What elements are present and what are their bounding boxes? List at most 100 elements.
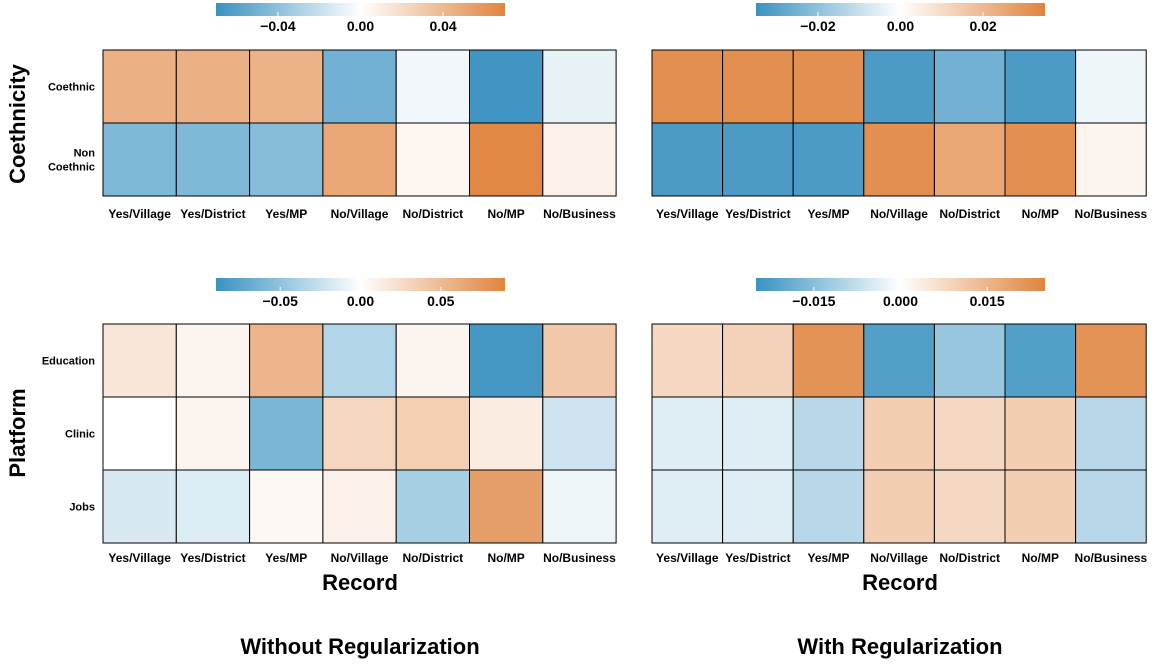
heatmap-cell xyxy=(651,49,724,124)
x-tick-label: Yes/District xyxy=(180,207,245,221)
colorbar-tick-label: 0.00 xyxy=(887,18,914,34)
heatmap-cell xyxy=(322,469,397,544)
colorbar-tick-label: −0.02 xyxy=(800,18,836,34)
x-tick-label: Yes/Village xyxy=(108,207,171,221)
heatmap-panel: −0.02 0.00 0.02 Yes/Village Yes/District Yes/… xyxy=(651,3,1148,221)
heatmap-cell xyxy=(651,469,724,544)
y-tick-label: Education xyxy=(42,356,95,368)
heatmap-cells xyxy=(651,49,1147,197)
heatmap-cell xyxy=(863,122,935,197)
heatmap-cell xyxy=(469,469,544,544)
heatmap-cell xyxy=(651,323,724,398)
heatmap-cell xyxy=(722,122,794,197)
heatmap-cell xyxy=(933,396,1006,471)
colorbar-gradient xyxy=(216,3,505,16)
row-label-coethnicity: Coethnicity xyxy=(5,63,30,184)
heatmap-cell xyxy=(1004,122,1077,197)
heatmap-cell xyxy=(863,469,935,544)
y-tick-label: Clinic xyxy=(65,429,95,441)
row-label-platform: Platform xyxy=(5,388,30,477)
heatmap-cell xyxy=(175,396,251,471)
heatmap-cell xyxy=(933,323,1006,398)
colorbar: −0.02 0.00 0.02 xyxy=(756,3,1045,34)
heatmap-cell xyxy=(722,469,794,544)
heatmap-cell xyxy=(933,469,1006,544)
colorbar-tick-label: 0.05 xyxy=(427,293,454,309)
heatmap-cell xyxy=(1004,469,1077,544)
heatmap-cell xyxy=(249,469,324,544)
heatmap-cell xyxy=(722,323,794,398)
column-title-left: Without Regularization xyxy=(240,634,479,659)
heatmap-cell xyxy=(792,396,865,471)
heatmap-cell xyxy=(102,49,177,124)
heatmap-cell xyxy=(102,469,177,544)
heatmap-cells xyxy=(102,49,617,197)
y-tick-label: Jobs xyxy=(69,502,95,514)
heatmap-cells xyxy=(102,323,617,544)
colorbar-tick-label: 0.00 xyxy=(347,18,374,34)
heatmap-cell xyxy=(542,122,617,197)
colorbar-tick-label: −0.05 xyxy=(263,293,299,309)
heatmap-cell xyxy=(395,122,471,197)
colorbar-tick-label: 0.00 xyxy=(347,293,374,309)
heatmap-cell xyxy=(933,122,1006,197)
x-tick-label: No/MP xyxy=(487,207,524,221)
x-tick-label: No/Village xyxy=(331,207,389,221)
x-tick-label: No/District xyxy=(403,551,464,565)
heatmap-cells xyxy=(651,323,1147,544)
heatmap-cell xyxy=(395,49,471,124)
heatmap-cell xyxy=(792,122,865,197)
heatmap-panel: −0.05 0.00 0.05 Education Clinic Jobs Yes/Vill… xyxy=(42,278,617,565)
heatmap-cell xyxy=(1075,122,1147,197)
heatmap-cell xyxy=(1004,49,1077,124)
heatmap-cell xyxy=(322,323,397,398)
x-axis-title-left: Record xyxy=(322,570,398,595)
heatmap-cell xyxy=(542,396,617,471)
heatmap-cell xyxy=(651,396,724,471)
colorbar-gradient xyxy=(756,3,1045,16)
heatmap-cell xyxy=(249,323,324,398)
heatmap-cell xyxy=(395,396,471,471)
heatmap-cell xyxy=(542,469,617,544)
heatmap-cell xyxy=(249,396,324,471)
heatmap-cell xyxy=(469,396,544,471)
x-tick-label: Yes/Village xyxy=(108,551,171,565)
heatmap-cell xyxy=(722,49,794,124)
heatmap-cell xyxy=(175,49,251,124)
heatmap-cell xyxy=(175,122,251,197)
x-tick-label: Yes/Village xyxy=(656,207,719,221)
heatmap-cell xyxy=(933,49,1006,124)
heatmap-cell xyxy=(249,49,324,124)
heatmap-cell xyxy=(322,396,397,471)
heatmap-cell xyxy=(542,323,617,398)
heatmap-cell xyxy=(102,396,177,471)
heatmap-cell xyxy=(175,469,251,544)
heatmap-cell xyxy=(469,49,544,124)
x-tick-label: No/Village xyxy=(870,551,928,565)
heatmap-cell xyxy=(469,323,544,398)
heatmap-panel: −0.04 0.00 0.04 Coethnic Non Coethnic Yes/Vill… xyxy=(48,3,617,221)
colorbar-tick-label: 0.02 xyxy=(969,18,996,34)
heatmap-cell xyxy=(1075,323,1147,398)
y-tick-label: Coethnic xyxy=(48,82,95,94)
x-tick-label: Yes/District xyxy=(725,551,790,565)
heatmap-cell xyxy=(102,122,177,197)
x-tick-label: No/District xyxy=(403,207,464,221)
heatmap-cell xyxy=(542,49,617,124)
x-tick-label: No/Business xyxy=(543,207,616,221)
x-tick-label: No/MP xyxy=(1022,551,1059,565)
colorbar-gradient xyxy=(756,278,1045,291)
heatmap-cell xyxy=(469,122,544,197)
heatmap-cell xyxy=(863,49,935,124)
column-title-right: With Regularization xyxy=(797,634,1002,659)
heatmap-cell xyxy=(395,323,471,398)
x-tick-label: No/Village xyxy=(870,207,928,221)
heatmap-cell xyxy=(863,323,935,398)
colorbar-tick-label: −0.04 xyxy=(260,18,296,34)
heatmap-cell xyxy=(322,49,397,124)
heatmap-cell xyxy=(102,323,177,398)
x-tick-label: No/Village xyxy=(331,551,389,565)
heatmap-cell xyxy=(792,49,865,124)
x-tick-label: No/Business xyxy=(543,551,616,565)
x-tick-label: No/Business xyxy=(1075,207,1148,221)
